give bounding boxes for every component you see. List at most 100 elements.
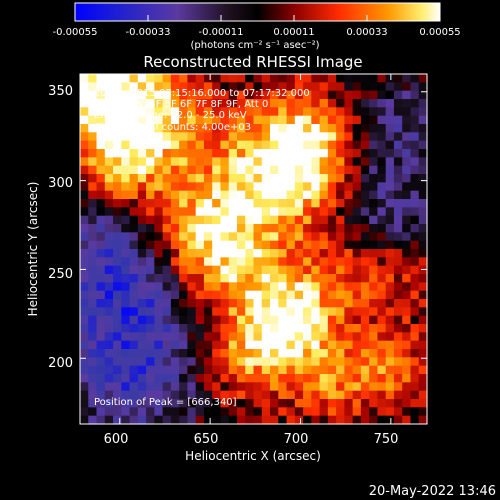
heatmap-cell [261, 124, 271, 133]
heatmap-cell [162, 382, 172, 392]
heatmap-cell [270, 82, 279, 92]
heatmap-cell [418, 132, 428, 142]
heatmap-cell [344, 107, 354, 117]
heatmap-cell [137, 74, 147, 83]
heatmap-cell [270, 365, 279, 375]
heatmap-cell [80, 182, 89, 192]
heatmap-cell [369, 265, 379, 275]
heatmap-cell [162, 299, 172, 308]
heatmap-cell [311, 207, 321, 217]
heatmap-cell [319, 265, 329, 275]
heatmap-cell [129, 357, 139, 367]
heatmap-cell [319, 390, 329, 400]
heatmap-cell [113, 282, 122, 292]
heatmap-cell [104, 107, 114, 117]
heatmap-cell [410, 340, 420, 350]
heatmap-cell [220, 199, 230, 208]
heatmap-cell [113, 115, 122, 125]
heatmap-cell [369, 174, 379, 183]
heatmap-cell [336, 149, 345, 158]
heatmap-cell [146, 107, 155, 117]
heatmap-cell [360, 190, 370, 200]
heatmap-cell [245, 199, 255, 208]
heatmap-cell [369, 315, 379, 325]
heatmap-cell [319, 90, 329, 100]
heatmap-cell [146, 90, 155, 100]
heatmap-cell [253, 190, 263, 200]
heatmap-cell [129, 207, 139, 217]
heatmap-cell [393, 149, 403, 158]
heatmap-cell [179, 190, 188, 200]
heatmap-cell [377, 357, 387, 367]
heatmap-cell [311, 115, 321, 125]
heatmap-cell [385, 149, 395, 158]
heatmap-cell [286, 399, 296, 408]
heatmap-cell [344, 157, 354, 167]
heatmap-cell [286, 265, 296, 275]
heatmap-cell [179, 82, 188, 92]
heatmap-cell [212, 290, 222, 300]
heatmap-cell [121, 257, 131, 267]
heatmap-cell [319, 174, 329, 183]
heatmap-cell [418, 82, 428, 92]
heatmap-cell [385, 124, 395, 133]
heatmap-cell [220, 340, 230, 350]
heatmap-cell [245, 265, 255, 275]
heatmap-cell [187, 132, 197, 142]
heatmap-cell [418, 215, 428, 225]
heatmap-cell [137, 132, 147, 142]
heatmap-cell [113, 382, 122, 392]
heatmap-cell [327, 324, 337, 333]
heatmap-cell [352, 315, 362, 325]
heatmap-cell [410, 374, 420, 383]
heatmap-cell [278, 307, 288, 317]
heatmap-cell [410, 149, 420, 158]
heatmap-cell [212, 407, 222, 417]
heatmap-cell [187, 274, 197, 283]
heatmap-cell [245, 174, 255, 183]
heatmap-cell [410, 282, 420, 292]
heatmap-cell [121, 74, 131, 83]
heatmap-cell [402, 307, 412, 317]
heatmap-cell [88, 315, 98, 325]
heatmap-cell [253, 199, 263, 208]
heatmap-cell [88, 240, 98, 250]
heatmap-cell [113, 290, 122, 300]
heatmap-cell [179, 174, 188, 183]
heatmap-cell [146, 282, 155, 292]
heatmap-cell [385, 324, 395, 333]
heatmap-cell [385, 274, 395, 283]
heatmap-cell [327, 332, 337, 342]
heatmap-cell [212, 382, 222, 392]
heatmap-cell [270, 199, 279, 208]
heatmap-cell [146, 182, 155, 192]
heatmap-cell [129, 165, 139, 175]
heatmap-cell [162, 340, 172, 350]
heatmap-cell [360, 240, 370, 250]
heatmap-cell [187, 157, 197, 167]
heatmap-cell [369, 199, 379, 208]
heatmap-cell [253, 115, 263, 125]
heatmap-cell [327, 215, 337, 225]
heatmap-cell [360, 282, 370, 292]
heatmap-cell [162, 90, 172, 100]
heatmap-cell [270, 190, 279, 200]
heatmap-cell [278, 390, 288, 400]
heatmap-cell [319, 399, 329, 408]
heatmap-cell [203, 415, 213, 425]
heatmap-cell [179, 265, 188, 275]
heatmap-cell [220, 215, 230, 225]
heatmap-cell [327, 90, 337, 100]
heatmap-cell [88, 299, 98, 308]
heatmap-cell [410, 390, 420, 400]
heatmap-cell [88, 215, 98, 225]
heatmap-cell [286, 282, 296, 292]
heatmap-cell [393, 199, 403, 208]
heatmap-cell [385, 307, 395, 317]
heatmap-cell [146, 149, 155, 158]
heatmap-cell [170, 249, 180, 258]
heatmap-cell [393, 299, 403, 308]
heatmap-cell [377, 82, 387, 92]
heatmap-cell [352, 240, 362, 250]
heatmap-cell [129, 290, 139, 300]
